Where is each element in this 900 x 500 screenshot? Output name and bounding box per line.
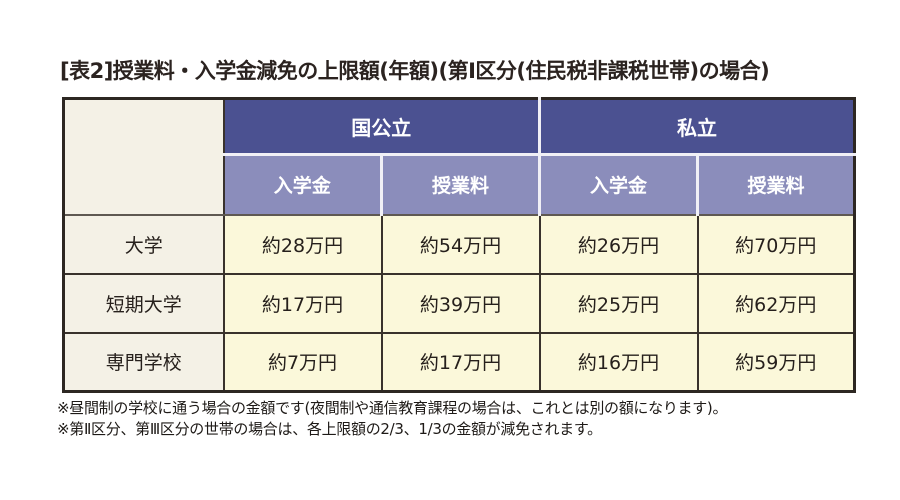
- corner-cell: [63, 98, 225, 216]
- table-cell: 約62万円: [696, 272, 856, 334]
- footnote-daytime-school: ※昼間制の学校に通う場合の金額です(夜間制や通信教育課程の場合は、これとは別の額…: [57, 399, 728, 417]
- column-header-tuition: 授業料: [381, 154, 541, 216]
- row-header-university: 大学: [62, 213, 225, 275]
- column-header-admission-fee: 入学金: [223, 154, 383, 216]
- footnotes: ※昼間制の学校に通う場合の金額です(夜間制や通信教育課程の場合は、これとは別の額…: [57, 398, 877, 440]
- fee-reduction-table: 国公立 私立 入学金 授業料 入学金 授業料 大学 約28万円 約54万円 約2…: [62, 97, 856, 393]
- table-cell: 約28万円: [222, 213, 383, 275]
- row-header-vocational-school: 専門学校: [62, 331, 225, 393]
- column-group-header-private: 私立: [539, 98, 855, 156]
- footnote-category-2-3: ※第Ⅱ区分、第Ⅲ区分の世帯の場合は、各上限額の2/3、1/3の金額が減免されます…: [57, 420, 602, 438]
- table-cell: 約39万円: [380, 272, 541, 334]
- table-cell: 約17万円: [222, 272, 383, 334]
- row-header-junior-college: 短期大学: [62, 272, 225, 334]
- table-cell: 約7万円: [222, 331, 383, 393]
- table-cell: 約70万円: [696, 213, 856, 275]
- column-header-admission-fee: 入学金: [539, 154, 699, 216]
- table-cell: 約26万円: [538, 213, 699, 275]
- table-cell: 約17万円: [380, 331, 541, 393]
- table-cell: 約54万円: [380, 213, 541, 275]
- table-row: 大学 約28万円 約54万円 約26万円 約70万円: [62, 213, 856, 275]
- table-cell: 約59万円: [696, 331, 856, 393]
- column-header-tuition: 授業料: [697, 154, 855, 216]
- table-title: [表2]授業料・入学金減免の上限額(年額)(第Ⅰ区分(住民税非課税世帯)の場合): [60, 59, 770, 83]
- table-row: 短期大学 約17万円 約39万円 約25万円 約62万円: [62, 272, 856, 334]
- table-cell: 約25万円: [538, 272, 699, 334]
- column-group-header-national-public: 国公立: [223, 98, 541, 156]
- table-cell: 約16万円: [538, 331, 699, 393]
- table-row: 専門学校 約7万円 約17万円 約16万円 約59万円: [62, 331, 856, 393]
